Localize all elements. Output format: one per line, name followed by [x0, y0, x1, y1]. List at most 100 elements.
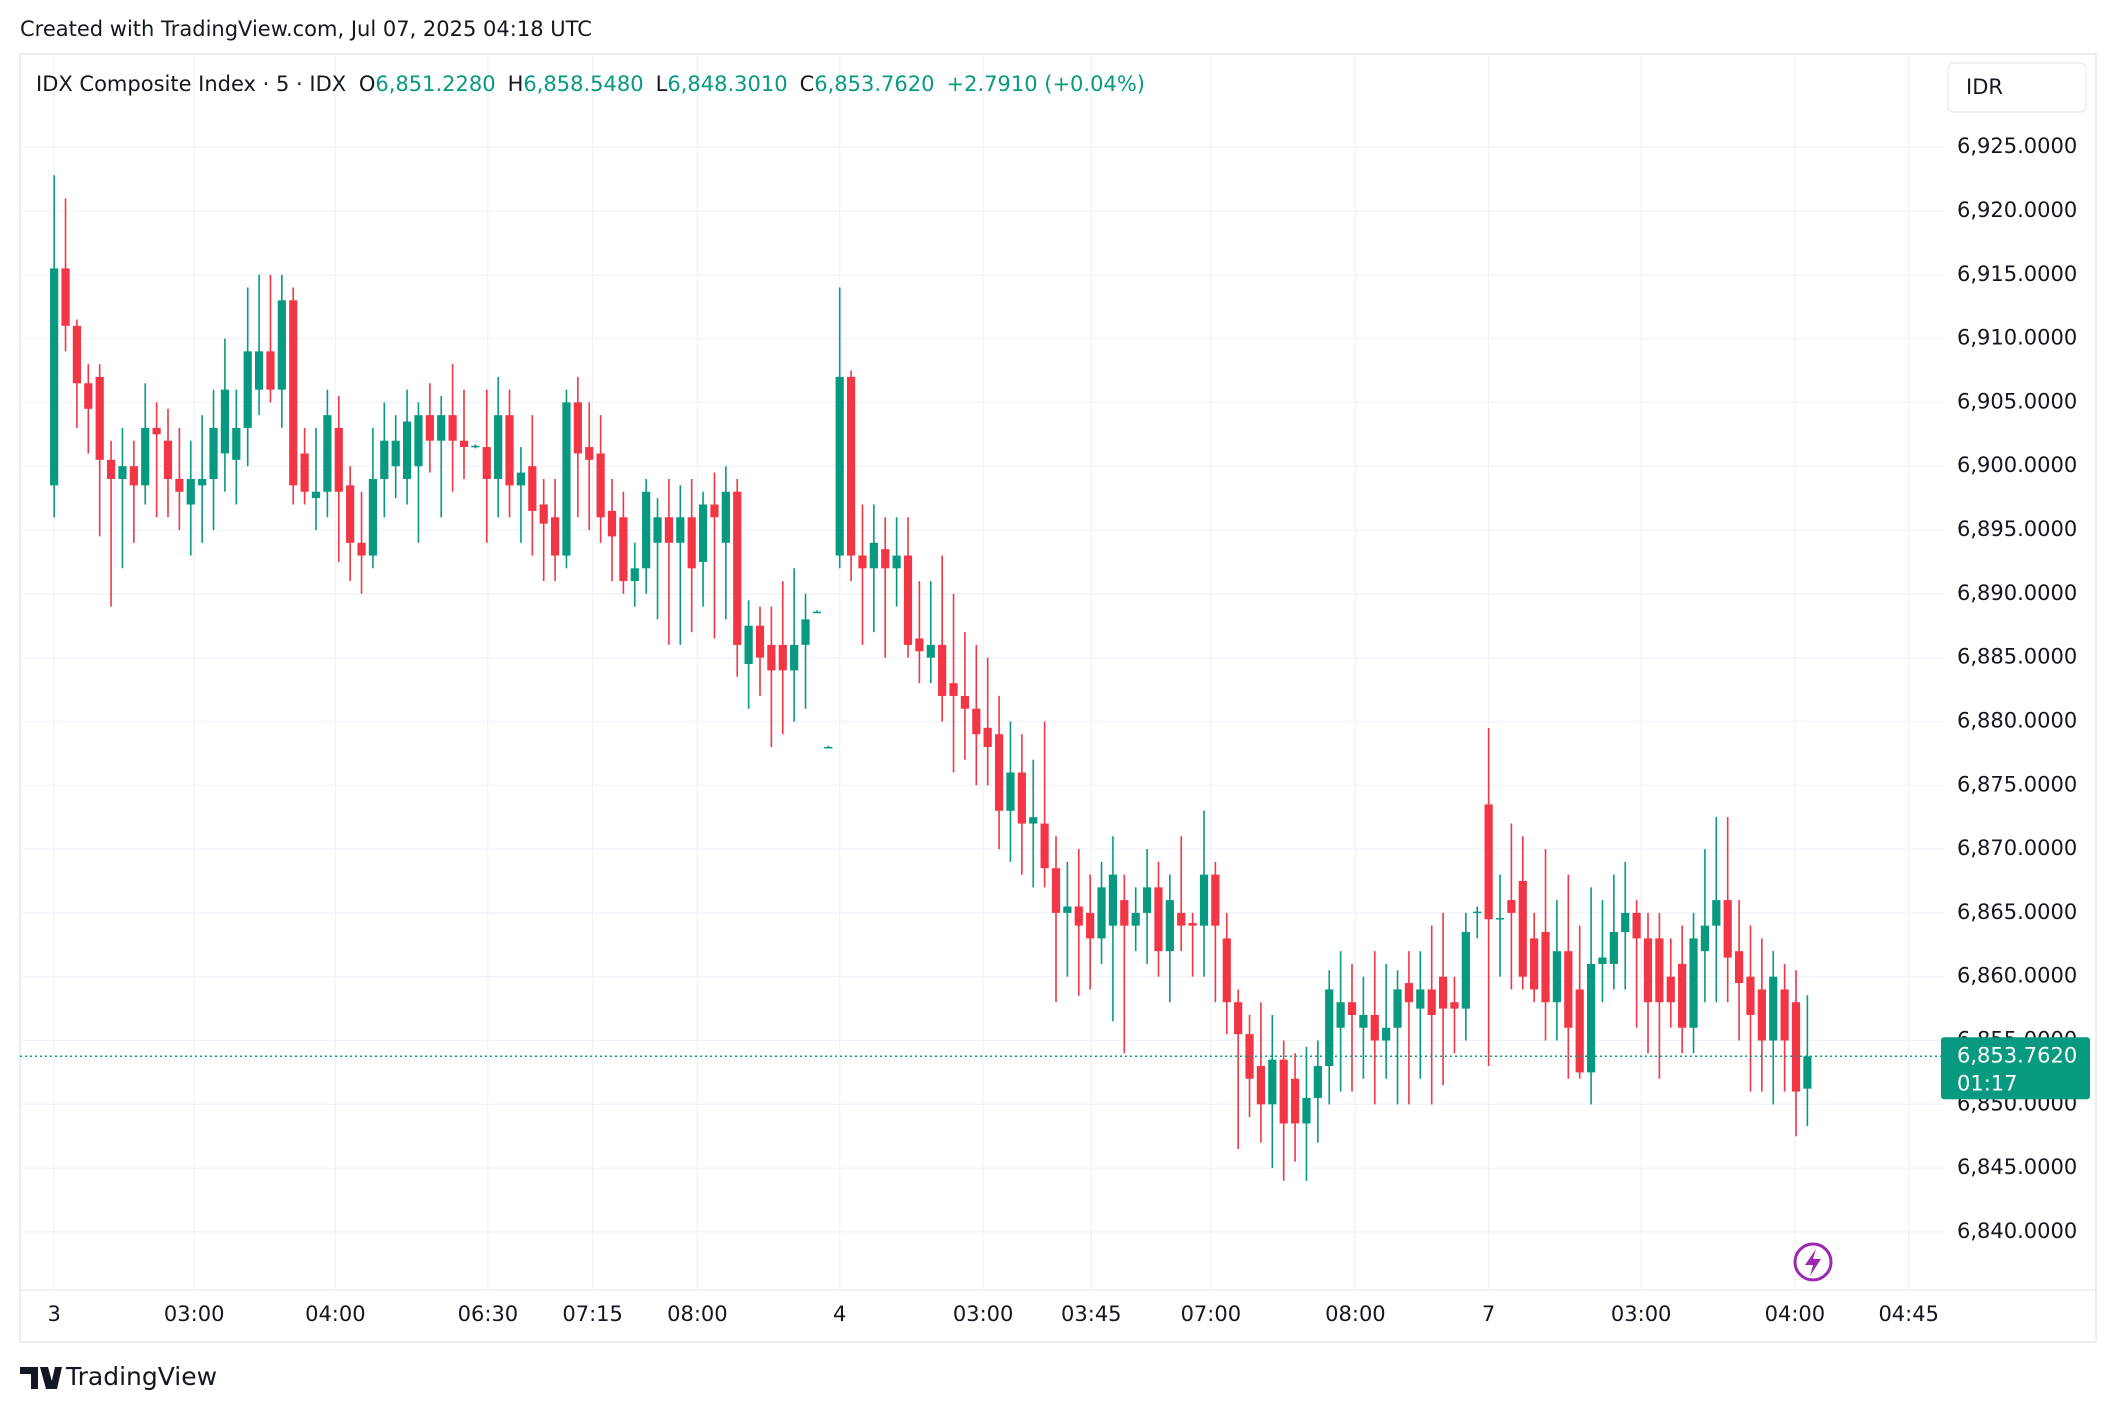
candle-body: [1484, 804, 1493, 920]
candle-body: [596, 453, 605, 518]
candle-body: [1268, 1059, 1277, 1105]
candle-body: [1142, 887, 1152, 913]
candle-body: [698, 504, 708, 562]
lightning-icon[interactable]: [1793, 1242, 1833, 1282]
y-tick-label: 6,875.0000: [1957, 772, 2077, 796]
candle-body: [1461, 932, 1470, 1009]
y-tick-label: 6,880.0000: [1957, 708, 2077, 732]
candle-body: [869, 542, 878, 569]
brand: TradingView: [65, 1362, 217, 1391]
candle-body: [801, 619, 810, 645]
candle-body: [516, 472, 526, 486]
candle-body: [84, 383, 93, 409]
lightning-bolt[interactable]: [1805, 1249, 1821, 1276]
candle-body: [1416, 989, 1425, 1009]
candle-body: [1734, 951, 1744, 984]
candle-body: [755, 625, 765, 658]
candle-body: [972, 708, 981, 735]
candle-body: [835, 376, 844, 556]
candle-body: [1575, 989, 1584, 1073]
candle-body: [1086, 912, 1095, 939]
candle-body: [1336, 1002, 1345, 1028]
ohlc-letter: O: [359, 72, 376, 96]
candle-body: [448, 415, 457, 441]
candle-body: [1017, 772, 1026, 824]
candle-body: [482, 447, 491, 479]
x-tick-label: 07:00: [1181, 1302, 1242, 1326]
candle-body: [1723, 900, 1732, 958]
candle-body: [1108, 874, 1118, 926]
legend: IDX Composite Index · 5 · IDX O6,851.2280…: [36, 72, 1145, 96]
candle-body: [1678, 963, 1687, 1028]
candle-body: [653, 517, 662, 543]
candle-body: [494, 415, 503, 479]
candle-body: [915, 638, 924, 652]
candle-body: [1780, 989, 1789, 1041]
candle-body: [311, 491, 321, 499]
candle-body: [1689, 938, 1698, 1028]
x-tick-label: 07:15: [562, 1302, 623, 1326]
ohlc-letter: H: [508, 72, 524, 96]
y-tick-label: 6,910.0000: [1957, 326, 2077, 350]
candle-body: [266, 351, 275, 390]
candle-body: [607, 510, 617, 537]
candle-body: [300, 453, 309, 492]
candle-body: [459, 440, 469, 448]
ohlc-value: 6,848.3010: [667, 72, 787, 96]
candle-body: [254, 351, 264, 390]
candle-body: [95, 376, 104, 460]
candle-body: [1188, 923, 1197, 926]
candle-body: [1621, 912, 1630, 933]
candle-body: [1393, 989, 1402, 1028]
candle-body: [1427, 989, 1436, 1015]
candle-body: [1518, 880, 1527, 977]
ohlc-value: 6,858.5480: [523, 72, 643, 96]
x-tick-label: 04:00: [305, 1302, 366, 1326]
candle-body: [1564, 951, 1573, 1028]
tv-logo: TradingView: [20, 1362, 217, 1391]
symbol: IDX Composite Index · 5 · IDX: [36, 72, 346, 96]
x-tick-label: 7: [1482, 1302, 1495, 1326]
candle-body: [983, 727, 992, 747]
candle-body: [1245, 1034, 1254, 1079]
candle-body: [1165, 900, 1174, 952]
candle-body: [209, 427, 218, 479]
currency[interactable]: IDR: [1966, 75, 2003, 99]
y-tick-label: 6,870.0000: [1957, 836, 2077, 860]
candle-body: [664, 517, 674, 543]
candle-body: [1154, 887, 1163, 952]
candle-body: [72, 325, 82, 384]
candle-body: [710, 504, 719, 518]
candle-body: [1279, 1059, 1288, 1124]
candle-body: [562, 402, 571, 556]
candle-body: [1211, 874, 1220, 926]
candle-body: [129, 466, 138, 486]
candle-body: [1347, 1002, 1357, 1015]
candle-body: [1746, 976, 1755, 1015]
candle-body: [106, 459, 116, 479]
y-tick-label: 6,895.0000: [1957, 517, 2077, 541]
candle-body: [346, 485, 355, 543]
candle-body: [1586, 963, 1596, 1073]
candle-body: [1074, 906, 1083, 926]
candle-body: [676, 517, 685, 543]
candle-body: [733, 491, 742, 645]
candle-body: [163, 440, 173, 479]
candle-body: [790, 644, 799, 671]
candle-body: [903, 555, 913, 645]
y-tick-label: 6,915.0000: [1957, 262, 2077, 286]
candle-body: [926, 644, 935, 658]
x-tick-label: 08:00: [667, 1302, 728, 1326]
candle-body: [1120, 900, 1129, 926]
candle-body: [1051, 868, 1061, 913]
candle-body: [812, 611, 822, 614]
candle-body: [1530, 938, 1539, 990]
candle-body: [277, 300, 286, 390]
currency-box[interactable]: [1947, 62, 2087, 113]
candle-body: [1382, 1027, 1391, 1041]
ohlc-letter: C: [800, 72, 815, 96]
candle-body: [414, 415, 423, 467]
candle-body: [61, 268, 70, 326]
created-with: Created with TradingView.com, Jul 07, 20…: [20, 17, 592, 41]
candle-body: [824, 746, 833, 749]
